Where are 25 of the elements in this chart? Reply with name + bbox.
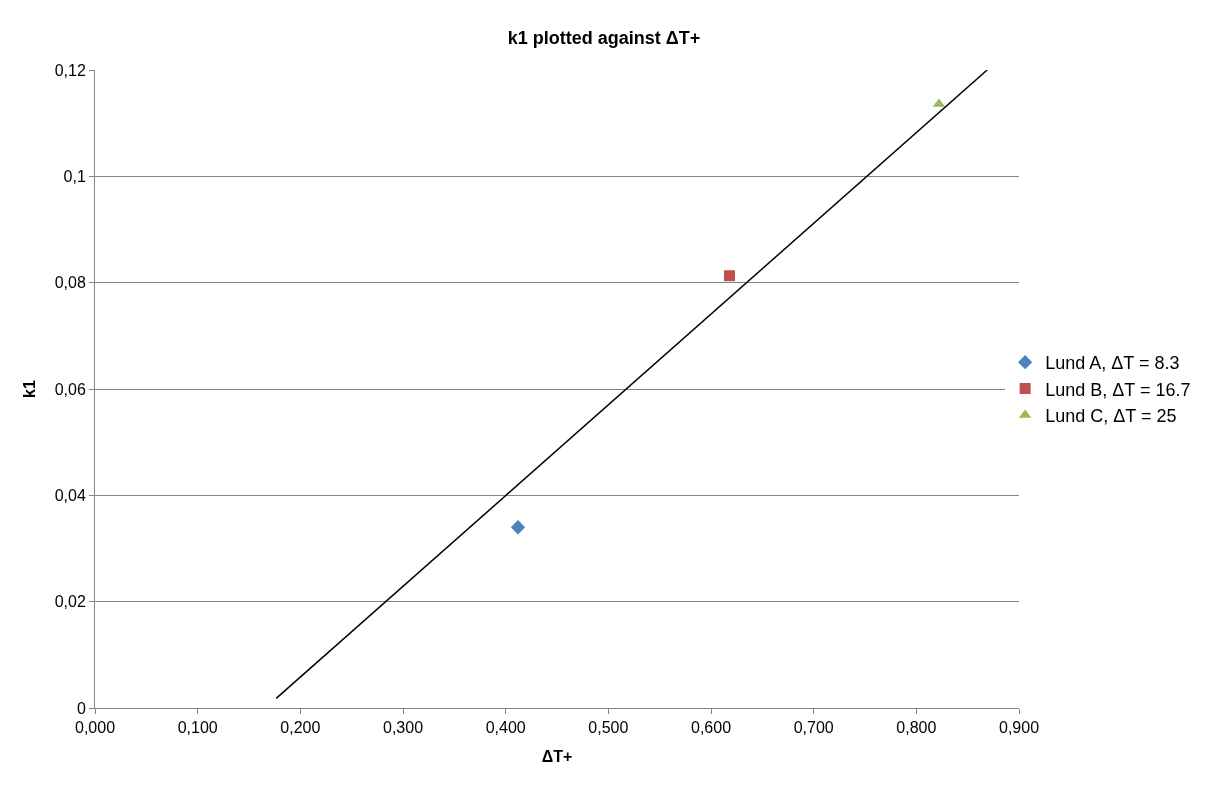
x-tick-label: 0,500 [588,719,629,737]
x-tick-label: 0,100 [177,719,218,737]
x-axis-title: ΔT+ [541,747,573,765]
y-tick-label: 0,1 [63,167,86,185]
y-tick-label: 0,02 [54,593,86,611]
x-tick-label: 0,700 [793,719,834,737]
x-tick-label: 0,200 [280,719,321,737]
x-tick-label: 0,800 [896,719,937,737]
x-tick-label: 0,900 [998,719,1040,737]
y-tick-label: 0,06 [54,380,86,398]
y-tick-label: 0,12 [54,61,86,79]
legend-label: Lund B, ΔT = 16.7 [1045,379,1191,400]
point [510,520,526,535]
chart-title: k1 plotted against ΔT+ [507,28,701,49]
y-axis-title: k1 [20,380,38,398]
y-tick-label: 0,08 [54,274,86,292]
x-tick-label: 0,400 [485,719,526,737]
legend-label: Lund C, ΔT = 25 [1045,406,1177,427]
y-tick-label: 0 [76,699,86,717]
point [723,270,735,282]
x-tick-label: 0,300 [382,719,424,737]
x-tick-label: 0,600 [690,719,732,737]
x-tick-label: 0,000 [74,719,116,737]
legend-label: Lund A, ΔT = 8.3 [1045,353,1180,374]
y-tick-label: 0,04 [54,486,86,504]
